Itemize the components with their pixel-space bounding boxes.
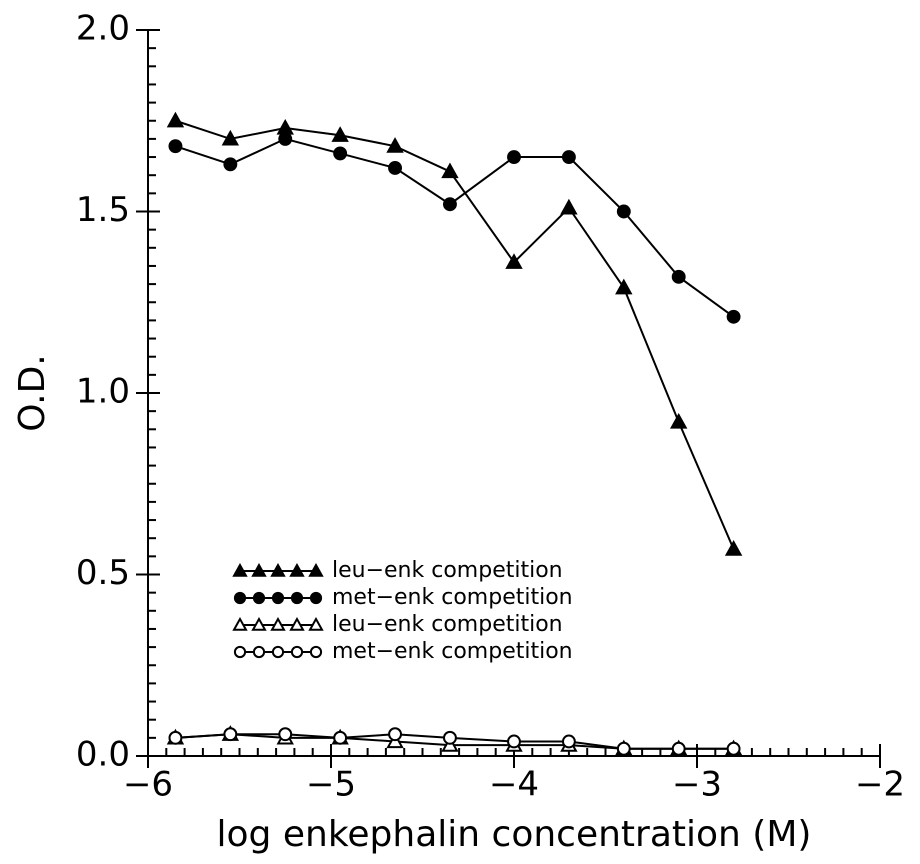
triangle-marker — [331, 126, 349, 142]
y-tick-label: 2.0 — [76, 9, 130, 49]
circle-marker — [507, 734, 521, 749]
x-tick-label: −6 — [123, 765, 173, 805]
circle-marker — [671, 741, 686, 756]
legend-marker — [232, 562, 248, 577]
triangle-marker — [670, 412, 688, 429]
triangle-marker — [221, 129, 240, 146]
circle-marker — [388, 727, 402, 742]
series-line — [175, 119, 735, 550]
triangle-marker — [166, 111, 185, 128]
x-axis-label: log enkephalin concentration (M) — [217, 814, 812, 855]
y-tick-label: 0.5 — [76, 553, 130, 593]
circle-marker — [561, 734, 576, 749]
legend-marker — [233, 645, 247, 659]
circle-marker — [223, 157, 238, 172]
circle-marker — [726, 741, 741, 756]
legend-label: met−enk competition — [332, 585, 573, 610]
y-axis-label: O.D. — [12, 354, 53, 431]
legend-marker — [271, 591, 285, 605]
legend-marker — [308, 616, 324, 631]
x-tick-label: −5 — [306, 765, 356, 805]
circle-marker — [616, 204, 631, 219]
circle-marker — [443, 730, 457, 745]
legend-marker — [289, 616, 305, 631]
circle-marker — [726, 309, 741, 324]
legend-marker — [290, 645, 304, 659]
x-tick-label: −4 — [489, 765, 539, 805]
circle-marker — [443, 197, 457, 212]
circle-marker — [333, 146, 348, 161]
legend-marker — [289, 562, 305, 577]
triangle-marker — [276, 118, 294, 135]
triangle-marker — [615, 278, 633, 295]
legend-marker — [252, 591, 266, 605]
circle-marker — [671, 269, 686, 284]
circle-marker — [278, 131, 293, 146]
circle-marker — [278, 727, 293, 742]
circle-marker — [507, 150, 521, 165]
legend-marker — [309, 591, 323, 605]
legend-marker — [308, 562, 324, 577]
circle-marker — [168, 730, 183, 745]
triangle-marker — [560, 198, 578, 215]
circle-marker — [333, 730, 348, 745]
x-tick-label: −2 — [855, 765, 905, 805]
x-tick-label: −3 — [672, 765, 722, 805]
triangle-marker — [441, 162, 459, 179]
legend-label: leu−enk competition — [332, 558, 563, 583]
circle-marker — [616, 741, 631, 756]
triangle-marker — [505, 253, 523, 269]
legend-marker — [252, 645, 266, 659]
legend-label: leu−enk competition — [332, 612, 563, 637]
triangle-marker — [386, 137, 404, 153]
circle-marker — [388, 160, 402, 175]
legend-marker — [309, 645, 323, 659]
y-tick-label: 0.0 — [76, 735, 130, 775]
series-line — [175, 137, 735, 318]
legend-marker — [251, 562, 267, 577]
legend-marker — [270, 616, 286, 631]
legend-marker — [290, 591, 304, 605]
y-tick-label: 1.0 — [76, 372, 130, 412]
triangle-marker — [724, 540, 743, 556]
circle-marker — [561, 150, 576, 165]
circle-marker — [168, 139, 183, 154]
legend-marker — [232, 616, 248, 631]
legend-marker — [271, 645, 285, 659]
legend-marker — [233, 591, 247, 605]
legend-marker — [270, 562, 286, 577]
legend-label: met−enk competition — [332, 639, 573, 664]
y-tick-label: 1.5 — [76, 190, 130, 230]
legend-marker — [251, 616, 267, 631]
circle-marker — [223, 727, 238, 742]
